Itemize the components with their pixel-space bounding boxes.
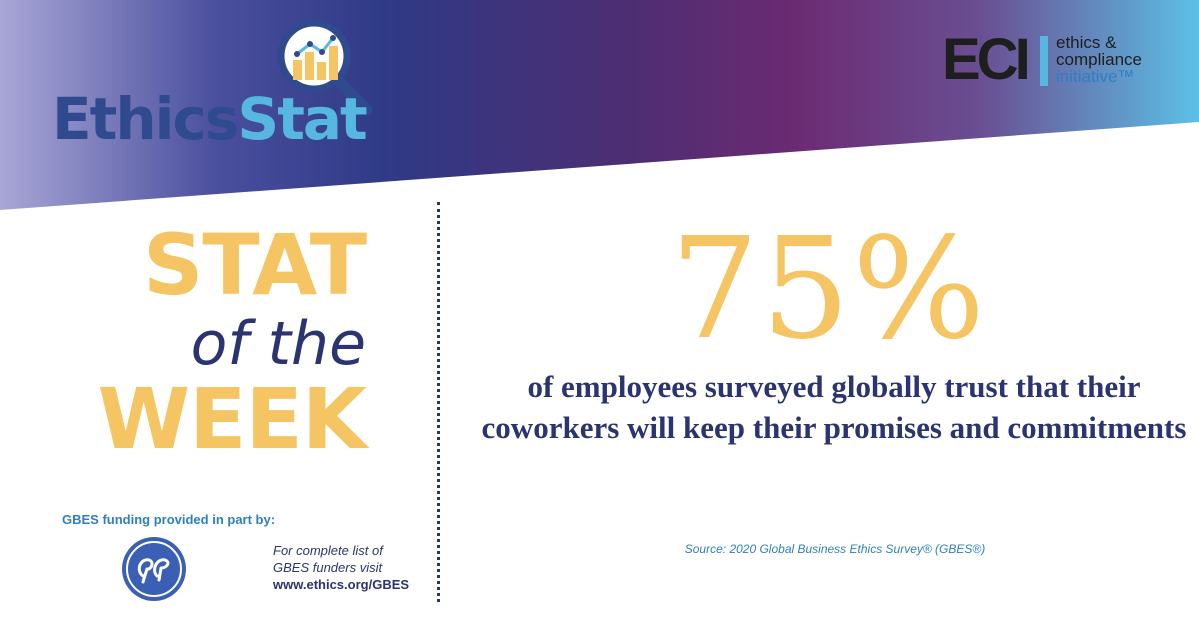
ethicsstat-logo: EthicsStat [52,18,382,158]
funders-url[interactable]: www.ethics.org/GBES [273,577,410,592]
stat-of-the-week-title: STAT of the WEEK [60,216,367,468]
title-stat: STAT [142,216,367,314]
note-line1: For complete list of [273,543,383,558]
brand-stat: Stat [237,85,367,153]
eci-line1: ethics & [1056,33,1117,52]
eci-line2: compliance [1056,50,1142,69]
eci-logo: ECI ethics & compliance initiative™ [942,30,1182,90]
note-line2: GBES funders visit [273,560,383,575]
eci-wordmark: ethics & compliance initiative™ [1056,34,1142,85]
stat-description: of employees surveyed globally trust tha… [481,369,1187,445]
title-week: WEEK [97,370,367,468]
eci-mark: ECI [942,27,1031,92]
funding-label: GBES funding provided in part by: [62,512,276,527]
dotted-divider [437,202,440,602]
eci-accent-bar [1040,36,1048,86]
eci-line3: initiative™ [1056,67,1135,86]
funders-note: For complete list of GBES funders visit … [273,542,433,593]
magnifier-chart-icon [277,19,373,116]
title-of-the: of the [190,309,366,379]
stat-value: 75% [670,208,988,371]
stat-source: Source: 2020 Global Business Ethics Surv… [684,542,986,556]
ge-logo-icon [122,537,186,601]
ethicsstat-wordmark: EthicsStat [52,90,368,148]
brand-ethics: Ethics [52,85,239,153]
